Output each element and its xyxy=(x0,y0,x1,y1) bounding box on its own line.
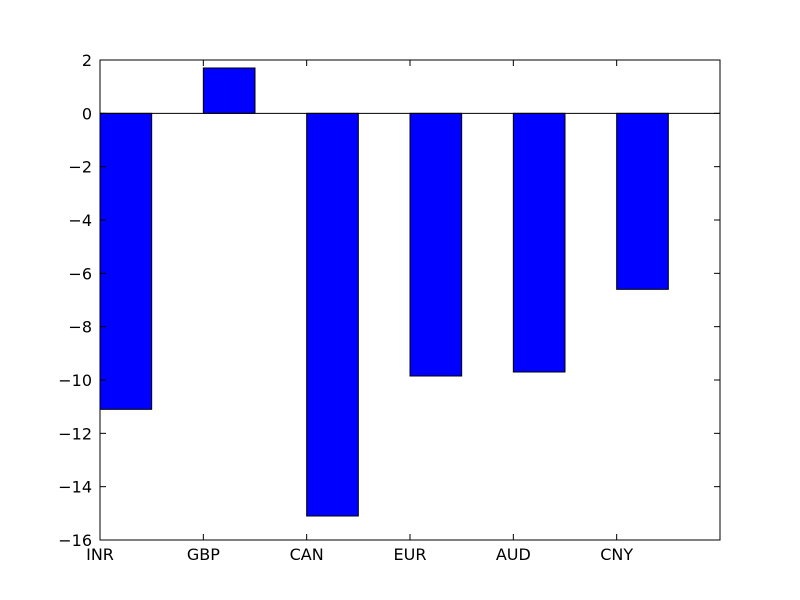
ytick-label: −8 xyxy=(68,318,92,337)
xtick-label-eur: EUR xyxy=(394,545,427,564)
xtick-label-cny: CNY xyxy=(600,545,633,564)
xtick-label-can: CAN xyxy=(290,545,324,564)
ytick-label: −6 xyxy=(68,264,92,283)
bar-eur xyxy=(409,112,463,377)
bar-gbp xyxy=(202,67,256,114)
ytick-label: 0 xyxy=(82,104,92,123)
xtick-label-aud: AUD xyxy=(496,545,531,564)
bar-inr xyxy=(99,112,153,410)
ytick-label: −4 xyxy=(68,211,92,230)
xtick-label-gbp: GBP xyxy=(187,545,220,564)
ytick-label: −14 xyxy=(58,478,92,497)
bar-aud xyxy=(512,112,566,373)
ytick-label: 2 xyxy=(82,51,92,70)
xtick-label-inr: INR xyxy=(86,545,114,564)
ytick-label: −2 xyxy=(68,158,92,177)
bar-cny xyxy=(616,112,669,290)
bar-can xyxy=(306,112,359,517)
ytick-label: −12 xyxy=(58,424,92,443)
ytick-label: −16 xyxy=(58,531,92,550)
ytick-label: −10 xyxy=(58,371,92,390)
